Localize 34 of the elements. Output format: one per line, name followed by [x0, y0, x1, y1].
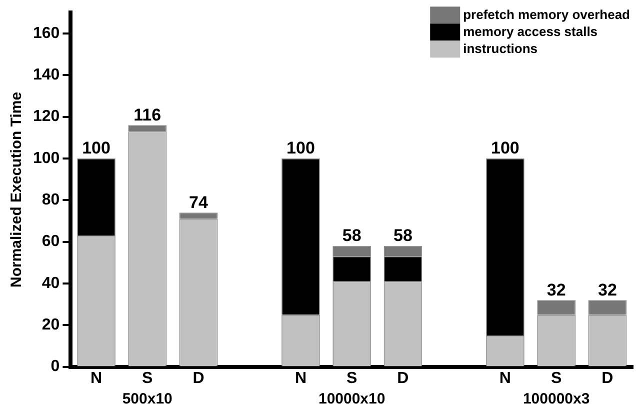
x-tick-label: D [397, 370, 409, 387]
y-tick-label: 0 [50, 358, 60, 376]
text: 100000x3 [522, 390, 590, 408]
total-label: 32 [546, 280, 566, 300]
y-axis-title: Normalized Execution Time [8, 92, 26, 288]
y-tick-label: 100 [32, 150, 60, 167]
x-tick-label: N [90, 370, 102, 387]
total-label: 100 [491, 138, 520, 158]
text: 500x10 [122, 390, 172, 408]
y-tick-label: 20 [42, 316, 60, 334]
x-tick-label: S [346, 370, 358, 387]
total-label: 116 [134, 105, 162, 124]
x-tick-label: D [602, 370, 614, 387]
total-label: 58 [394, 226, 412, 246]
total-label: 100 [82, 138, 110, 158]
y-tick-label: 140 [32, 66, 60, 84]
total-label: 58 [342, 226, 362, 246]
total-label: 100 [286, 138, 315, 158]
text: 10000x10 [318, 390, 386, 408]
total-label: 74 [189, 192, 208, 212]
y-tick-label: 60 [42, 233, 60, 250]
total-label: 32 [598, 280, 617, 300]
y-tick-label: 40 [42, 274, 60, 292]
x-tick-label: D [192, 370, 204, 387]
x-tick-label: S [142, 370, 154, 387]
x-tick-label: N [499, 370, 511, 387]
legend-label: prefetch memory overhead [463, 7, 630, 22]
x-tick-label: N [294, 370, 307, 387]
legend-label: memory access stalls [463, 24, 598, 40]
y-tick-label: 80 [42, 192, 60, 209]
y-tick-label: 160 [32, 24, 60, 42]
legend-label: instructions [463, 41, 538, 56]
y-tick-label: 120 [32, 108, 60, 126]
x-tick-label: S [550, 370, 562, 387]
